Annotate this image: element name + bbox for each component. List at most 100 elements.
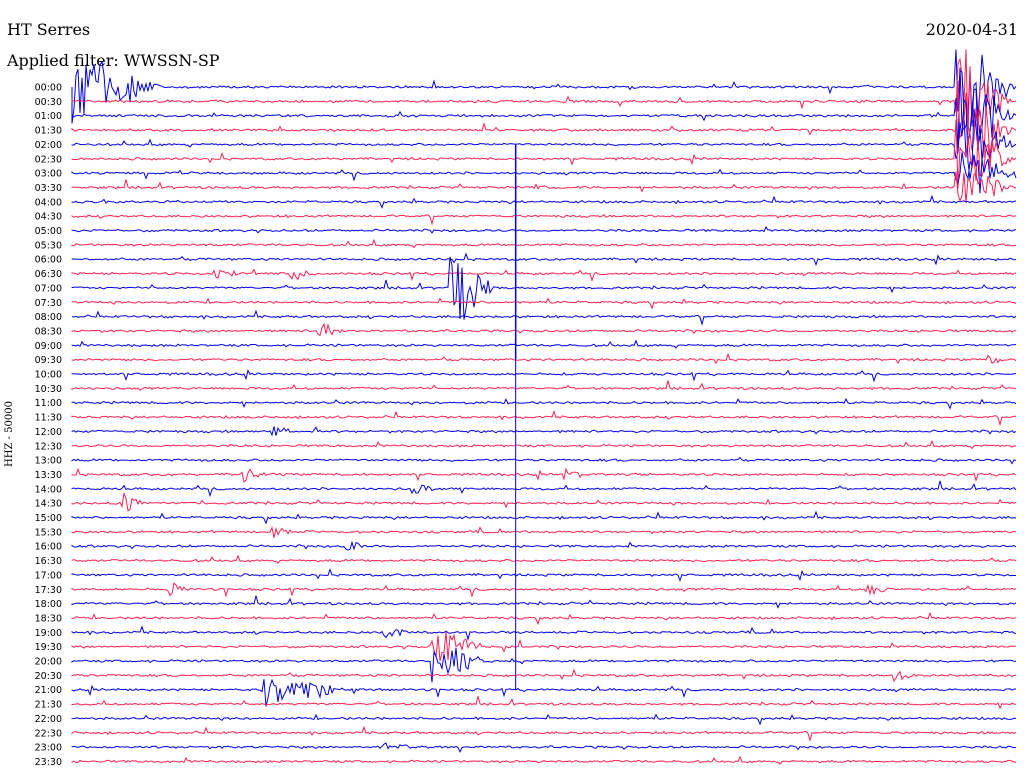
trace-line: [71, 119, 1017, 189]
time-tick-label: 17:00: [35, 570, 62, 581]
trace-line: [71, 713, 1017, 726]
trace-line: [71, 540, 1017, 551]
time-tick-label: 12:30: [35, 441, 62, 452]
trace-line: [71, 268, 1017, 282]
trace-line: [71, 256, 1017, 320]
trace-line: [71, 611, 1017, 626]
time-tick-label: 15:30: [35, 527, 62, 538]
time-tick-label: 13:00: [35, 456, 62, 467]
trace-line: [71, 152, 1017, 194]
trace-line: [71, 696, 1017, 710]
trace-line: [71, 647, 1017, 683]
trace-line: [71, 456, 1017, 465]
time-tick-label: 14:00: [35, 484, 62, 495]
time-tick-label: 21:30: [35, 700, 62, 711]
time-tick-label: 19:00: [35, 628, 62, 639]
trace-line: [71, 309, 1017, 326]
time-tick-label: 16:00: [35, 542, 62, 553]
trace-line: [71, 98, 1017, 180]
time-tick-label: 07:00: [35, 283, 62, 294]
trace-line: [71, 409, 1017, 427]
trace-line: [71, 510, 1017, 525]
trace-line: [71, 725, 1017, 743]
trace-line: [71, 238, 1017, 249]
trace-line: [71, 194, 1017, 209]
trace-line: [71, 49, 1016, 136]
trace-line: [71, 439, 1017, 450]
time-tick-label: 20:00: [35, 657, 62, 668]
time-tick-label: 03:00: [35, 169, 62, 180]
trace-line: [71, 69, 1017, 156]
trace-line: [71, 369, 1017, 383]
time-tick-label: 22:30: [35, 728, 62, 739]
trace-line: [71, 554, 1017, 564]
trace-line: [71, 252, 1017, 267]
time-tick-label: 04:00: [35, 197, 62, 208]
filter-label: Applied filter: WWSSN-SP: [7, 51, 220, 70]
trace-line: [71, 582, 1017, 598]
time-tick-label: 18:30: [35, 613, 62, 624]
trace-line: [71, 595, 1017, 609]
time-tick-label: 02:30: [35, 154, 62, 165]
time-tick-label: 12:00: [35, 427, 62, 438]
trace-line: [71, 80, 1017, 160]
trace-line: [71, 631, 1017, 662]
trace-line: [71, 297, 1017, 310]
time-tick-label: 01:00: [35, 111, 62, 122]
time-tick-label: 13:30: [35, 470, 62, 481]
time-tick-label: 09:00: [35, 341, 62, 352]
trace-line: [71, 625, 1017, 642]
trace-line: [71, 214, 1017, 226]
time-tick-label: 11:00: [35, 398, 62, 409]
time-tick-label: 19:30: [35, 642, 62, 653]
trace-line: [71, 426, 1017, 437]
time-tick-label: 08:00: [35, 312, 62, 323]
time-tick-label: 08:30: [35, 326, 62, 337]
trace-line: [71, 380, 1017, 391]
trace-line: [71, 755, 1017, 765]
time-tick-label: 14:30: [35, 499, 62, 510]
trace-line: [71, 467, 1017, 483]
time-tick-label: 05:00: [35, 226, 62, 237]
trace-line: [71, 352, 1017, 365]
time-tick-label: 22:00: [35, 714, 62, 725]
trace-line: [71, 171, 1017, 203]
station-title: HT Serres: [7, 20, 91, 39]
trace-line: [71, 742, 1017, 753]
trace-line: [71, 225, 1017, 234]
time-tick-label: 06:00: [35, 255, 62, 266]
time-tick-label: 23:00: [35, 743, 62, 754]
time-tick-label: 04:30: [35, 212, 62, 223]
trace-line: [71, 492, 1017, 512]
time-tick-label: 06:30: [35, 269, 62, 280]
trace-line: [71, 526, 1017, 538]
time-tick-label: 02:00: [35, 140, 62, 151]
trace-line: [71, 668, 1017, 683]
trace-line: [71, 339, 1017, 349]
time-tick-label: 05:30: [35, 240, 62, 251]
time-tick-label: 23:30: [35, 757, 62, 768]
time-tick-label: 01:30: [35, 126, 62, 137]
time-tick-label: 10:30: [35, 384, 62, 395]
time-tick-label: 07:30: [35, 298, 62, 309]
time-tick-label: 21:00: [35, 685, 62, 696]
time-tick-label: 10:00: [35, 370, 62, 381]
trace-line: [71, 49, 1017, 131]
time-tick-label: 17:30: [35, 585, 62, 596]
time-tick-label: 18:00: [35, 599, 62, 610]
date-label: 2020-04-31: [925, 20, 1018, 39]
time-tick-label: 03:30: [35, 183, 62, 194]
trace-line: [71, 480, 1017, 498]
trace-line: [71, 678, 1017, 707]
time-tick-label: 00:00: [35, 83, 62, 94]
time-tick-label: 15:00: [35, 513, 62, 524]
trace-line: [71, 568, 1016, 582]
trace-line: [71, 397, 1017, 410]
time-tick-label: 20:30: [35, 671, 62, 682]
time-tick-label: 00:30: [35, 97, 62, 108]
time-tick-label: 09:30: [35, 355, 62, 366]
time-tick-label: 11:30: [35, 413, 62, 424]
time-tick-label: 16:30: [35, 556, 62, 567]
trace-line: [71, 322, 1016, 337]
